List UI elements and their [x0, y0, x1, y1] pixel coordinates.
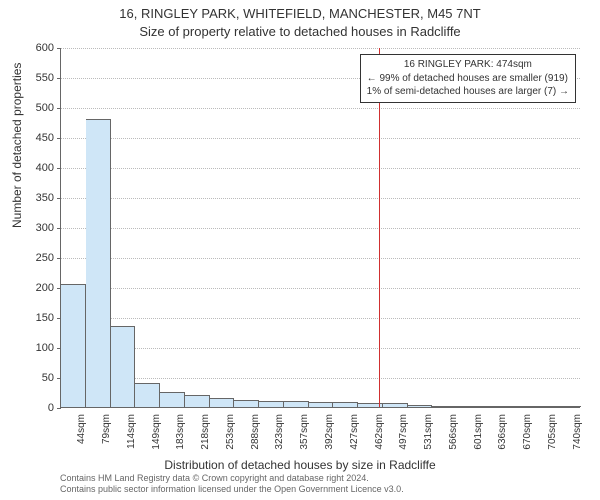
- ytick-label: 200: [14, 282, 54, 294]
- callout-line-larger: 1% of semi-detached houses are larger (7…: [367, 85, 569, 99]
- bar: [111, 326, 136, 407]
- gridline-h: [61, 318, 580, 319]
- ytick-label: 400: [14, 162, 54, 174]
- gridline-h: [61, 138, 580, 139]
- xtick-label: 531sqm: [423, 414, 434, 450]
- callout-line-smaller: ← 99% of detached houses are smaller (91…: [367, 72, 569, 86]
- gridline-h: [61, 198, 580, 199]
- chart-container: { "chart": { "type": "histogram", "title…: [0, 0, 600, 500]
- bar: [160, 392, 185, 407]
- xtick-label: 392sqm: [324, 414, 335, 450]
- xtick-label: 218sqm: [200, 414, 211, 450]
- callout-title: 16 RINGLEY PARK: 474sqm: [367, 58, 569, 72]
- ytick-label: 50: [14, 372, 54, 384]
- ytick-mark: [57, 228, 61, 229]
- ytick-label: 350: [14, 192, 54, 204]
- gridline-h: [61, 348, 580, 349]
- bar: [234, 400, 259, 407]
- xtick-label: 79sqm: [101, 414, 112, 444]
- gridline-h: [61, 168, 580, 169]
- bar: [333, 402, 358, 407]
- xtick-label: 566sqm: [448, 414, 459, 450]
- ytick-label: 450: [14, 132, 54, 144]
- ytick-label: 100: [14, 342, 54, 354]
- chart-title-subtitle: Size of property relative to detached ho…: [0, 24, 600, 39]
- xtick-label: 462sqm: [374, 414, 385, 450]
- x-axis-label: Distribution of detached houses by size …: [0, 458, 600, 472]
- gridline-h: [61, 108, 580, 109]
- bar: [259, 401, 284, 407]
- ytick-label: 500: [14, 102, 54, 114]
- bar: [408, 405, 433, 407]
- ytick-mark: [57, 408, 61, 409]
- ytick-mark: [57, 258, 61, 259]
- ytick-label: 300: [14, 222, 54, 234]
- xtick-label: 323sqm: [274, 414, 285, 450]
- bar: [507, 406, 532, 407]
- xtick-label: 253sqm: [225, 414, 236, 450]
- bar: [135, 383, 160, 407]
- xtick-label: 705sqm: [547, 414, 558, 450]
- footer-attribution: Contains HM Land Registry data © Crown c…: [60, 473, 404, 496]
- xtick-label: 601sqm: [473, 414, 484, 450]
- bar: [482, 406, 507, 407]
- xtick-label: 288sqm: [250, 414, 261, 450]
- bar: [556, 406, 581, 407]
- bar: [432, 406, 457, 407]
- chart-title-address: 16, RINGLEY PARK, WHITEFIELD, MANCHESTER…: [0, 6, 600, 21]
- bar: [61, 284, 86, 407]
- ytick-mark: [57, 168, 61, 169]
- bar: [457, 406, 482, 407]
- bar: [210, 398, 235, 407]
- bar: [309, 402, 334, 407]
- xtick-label: 183sqm: [175, 414, 186, 450]
- gridline-h: [61, 258, 580, 259]
- xtick-label: 44sqm: [76, 414, 87, 444]
- ytick-mark: [57, 198, 61, 199]
- ytick-mark: [57, 108, 61, 109]
- footer-line2: Contains public sector information licen…: [60, 484, 404, 496]
- xtick-label: 427sqm: [349, 414, 360, 450]
- xtick-label: 636sqm: [497, 414, 508, 450]
- gridline-h: [61, 228, 580, 229]
- bar: [531, 406, 556, 407]
- gridline-h: [61, 48, 580, 49]
- xtick-label: 740sqm: [572, 414, 583, 450]
- bar: [185, 395, 210, 407]
- ytick-mark: [57, 78, 61, 79]
- xtick-label: 497sqm: [398, 414, 409, 450]
- ytick-label: 150: [14, 312, 54, 324]
- ytick-label: 600: [14, 42, 54, 54]
- gridline-h: [61, 288, 580, 289]
- ytick-mark: [57, 138, 61, 139]
- xtick-label: 114sqm: [126, 414, 137, 449]
- ytick-label: 250: [14, 252, 54, 264]
- plot-area: 16 RINGLEY PARK: 474sqm ← 99% of detache…: [60, 48, 580, 408]
- footer-line1: Contains HM Land Registry data © Crown c…: [60, 473, 404, 485]
- gridline-h: [61, 378, 580, 379]
- bar: [86, 119, 111, 407]
- bar: [383, 403, 408, 407]
- ytick-label: 0: [14, 402, 54, 414]
- bar: [284, 401, 309, 407]
- callout-box: 16 RINGLEY PARK: 474sqm ← 99% of detache…: [360, 54, 576, 103]
- ytick-mark: [57, 48, 61, 49]
- xtick-label: 670sqm: [522, 414, 533, 450]
- xtick-label: 357sqm: [299, 414, 310, 450]
- ytick-label: 550: [14, 72, 54, 84]
- xtick-label: 149sqm: [151, 414, 162, 450]
